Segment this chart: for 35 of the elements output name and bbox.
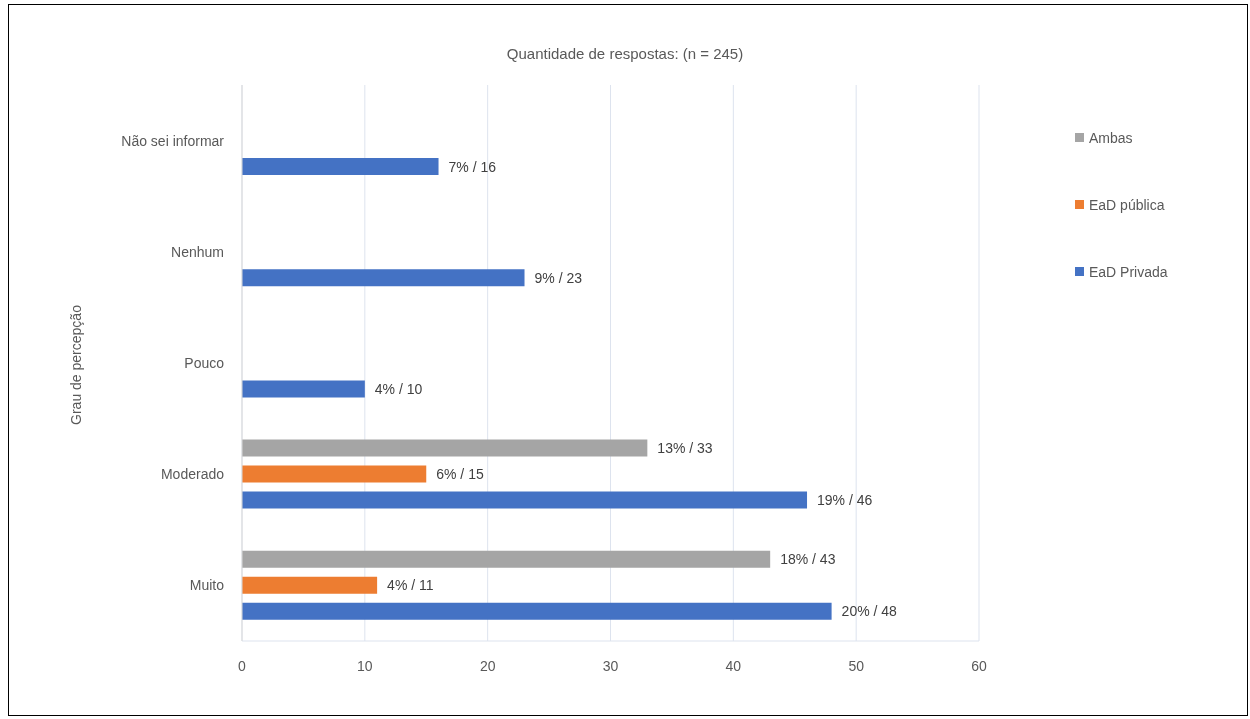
x-tick-label: 0 (238, 657, 247, 674)
data-label: 9% / 23 (534, 269, 583, 286)
data-label: 4% / 10 (374, 380, 423, 397)
data-label: 6% / 15 (436, 466, 484, 483)
bar (242, 465, 427, 483)
bar (242, 491, 808, 509)
data-label: 4% / 11 (387, 577, 434, 594)
chart-title: Quantidade de respostas: (n = 245) (505, 45, 745, 62)
bar (242, 158, 439, 175)
y-tick-label: Pouco (184, 354, 225, 371)
x-tick-label: 30 (602, 657, 619, 674)
x-tick-label: 10 (357, 657, 373, 674)
bar (242, 550, 771, 568)
x-tick-label: 60 (971, 657, 987, 674)
y-tick-label: Moderado (160, 466, 225, 483)
bar (242, 576, 378, 594)
legend-label: EaD pública (1089, 196, 1165, 213)
x-tick-label: 50 (848, 657, 865, 674)
bar (242, 602, 832, 620)
data-label: 7% / 16 (448, 158, 497, 175)
x-tick-label: 40 (725, 657, 742, 674)
y-tick-label: Não sei informar (121, 132, 225, 149)
data-label: 19% / 46 (817, 492, 873, 509)
y-tick-label: Muito (189, 577, 225, 594)
x-tick-label: 20 (479, 657, 496, 674)
data-label: 20% / 48 (841, 603, 898, 620)
bar (242, 269, 525, 287)
bar (242, 439, 648, 457)
legend-label: EaD Privada (1089, 263, 1168, 280)
y-axis-title: Grau de percepção (68, 305, 84, 425)
legend-label: Ambas (1089, 129, 1133, 146)
data-label: 13% / 33 (657, 440, 713, 457)
data-label: 18% / 43 (780, 551, 836, 568)
bar (242, 380, 365, 398)
y-tick-label: Nenhum (171, 243, 224, 260)
